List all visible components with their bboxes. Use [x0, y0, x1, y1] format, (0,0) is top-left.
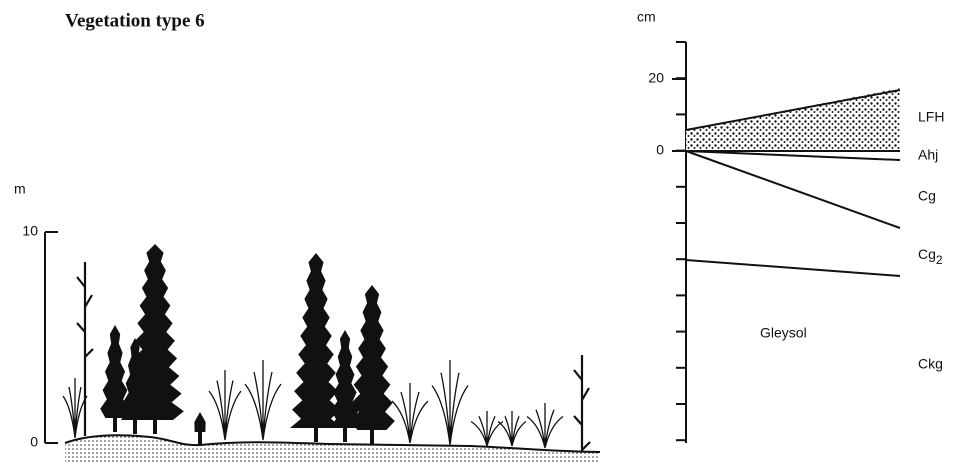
- horizon-line: [685, 89, 901, 131]
- spruce: [194, 412, 206, 446]
- ground: [64, 434, 601, 462]
- horizon-line: [685, 259, 901, 277]
- shrub: [62, 378, 88, 439]
- vegetation: [62, 244, 591, 452]
- shrub: [391, 383, 429, 444]
- spruce: [100, 325, 130, 432]
- spruce: [290, 253, 342, 442]
- horizon-label: Cg: [918, 188, 936, 204]
- horizon-label: Cg2: [918, 246, 943, 267]
- tick-label: 0: [30, 434, 38, 450]
- title: Vegetation type 6: [65, 10, 205, 31]
- spruce: [329, 330, 361, 442]
- soil-name: Gleysol: [760, 325, 807, 341]
- left-unit: m: [14, 181, 26, 197]
- horizon-line: [685, 150, 901, 161]
- shrub: [208, 370, 242, 441]
- shrub: [526, 403, 564, 449]
- right-unit: cm: [637, 9, 656, 25]
- spruce: [349, 285, 395, 444]
- lfh-layer: [686, 88, 900, 151]
- tick-label: 10: [22, 223, 38, 239]
- shrub: [497, 411, 527, 447]
- horizon-label: Ahj: [918, 147, 938, 163]
- horizon-label: LFH: [918, 109, 944, 125]
- horizon-label: Ckg: [918, 356, 943, 372]
- shrub: [470, 410, 504, 447]
- horizon-line: [685, 150, 901, 229]
- snag: [573, 355, 591, 452]
- spruce: [121, 338, 149, 434]
- horizon-label-main: Cg: [918, 246, 936, 262]
- snag: [76, 262, 94, 436]
- horizon-label-sub: 2: [936, 253, 943, 267]
- shrub: [244, 360, 282, 441]
- tick-label: 0: [656, 142, 664, 158]
- tick-label: 20: [648, 70, 664, 86]
- shrub: [431, 360, 469, 446]
